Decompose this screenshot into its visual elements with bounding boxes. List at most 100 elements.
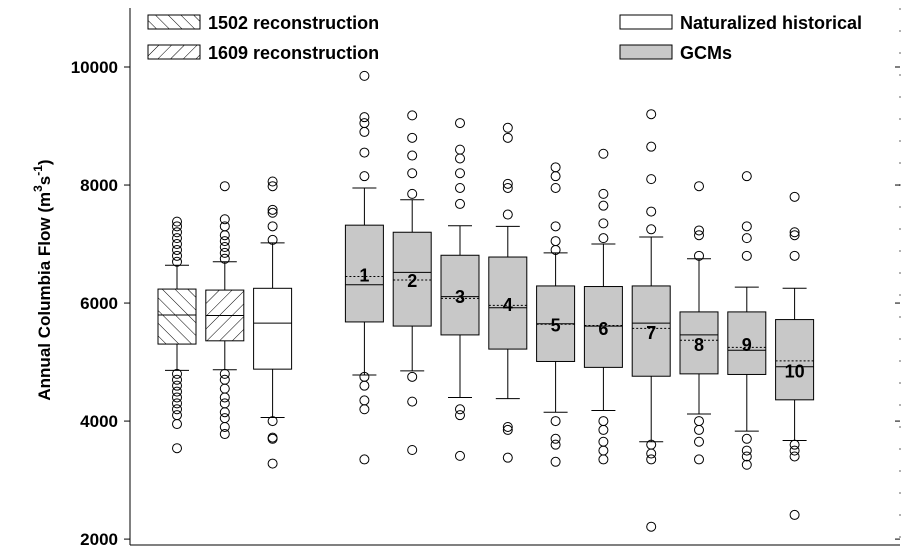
outlier — [550, 182, 561, 193]
outlier — [172, 227, 182, 238]
outlier — [267, 416, 278, 427]
box — [157, 288, 197, 345]
outlier — [455, 410, 465, 421]
legend-swatch — [619, 14, 673, 30]
outlier — [741, 433, 752, 444]
outlier — [407, 110, 418, 121]
outlier — [646, 174, 657, 185]
legend-swatch — [147, 44, 201, 60]
outlier — [646, 109, 657, 120]
legend-label: 1609 reconstruction — [208, 43, 379, 63]
outlier — [219, 247, 230, 258]
outlier — [172, 221, 182, 232]
outlier — [267, 181, 278, 192]
outlier — [359, 112, 370, 123]
outlier — [219, 214, 230, 225]
box — [727, 311, 767, 375]
box-label: 2 — [407, 271, 417, 291]
outlier — [172, 216, 182, 227]
outlier — [407, 132, 418, 143]
y-axis-label: Annual Columbia Flow (m3s-1) — [31, 159, 54, 400]
outlier — [550, 456, 561, 467]
outlier — [598, 416, 609, 427]
outlier — [219, 181, 230, 192]
outlier — [359, 118, 370, 129]
outlier — [267, 432, 278, 443]
outlier — [550, 433, 561, 444]
box — [392, 231, 432, 327]
outlier — [407, 396, 418, 407]
outlier — [455, 182, 465, 193]
legend-label: GCMs — [680, 43, 732, 63]
y-tick-label: 6000 — [80, 294, 118, 313]
legend-swatch — [619, 44, 673, 60]
outlier — [267, 204, 278, 215]
outlier — [359, 70, 370, 81]
y-tick-label: 2000 — [80, 530, 118, 549]
outlier — [550, 162, 561, 173]
outlier — [172, 386, 182, 397]
outlier — [455, 153, 465, 164]
outlier — [502, 452, 513, 463]
box-label: 4 — [503, 295, 513, 315]
outlier — [359, 147, 370, 158]
outlier — [741, 171, 752, 182]
outlier — [359, 171, 370, 182]
outlier — [741, 445, 752, 456]
y-label-text: ) — [35, 159, 54, 165]
box — [583, 286, 623, 368]
outlier — [789, 451, 800, 462]
outlier — [407, 444, 418, 455]
outlier — [407, 371, 418, 382]
outlier — [172, 398, 182, 409]
outlier — [172, 410, 182, 421]
outlier — [267, 234, 278, 245]
y-label-sup: 3 — [31, 185, 45, 192]
outlier — [172, 244, 182, 255]
outlier — [172, 368, 182, 379]
box — [775, 319, 815, 401]
outlier — [550, 236, 561, 247]
y-tick-label: 4000 — [80, 412, 118, 431]
outlier — [598, 218, 609, 229]
outlier — [359, 395, 370, 406]
outlier — [172, 374, 182, 385]
outlier — [359, 454, 370, 465]
legend-label: Naturalized historical — [680, 13, 862, 33]
outlier — [598, 233, 609, 244]
outlier — [694, 436, 704, 447]
outlier — [267, 221, 278, 232]
outlier — [550, 416, 561, 427]
outlier — [172, 239, 182, 250]
outlier — [694, 230, 704, 241]
outlier — [694, 181, 704, 192]
outlier — [741, 233, 752, 244]
outlier — [219, 230, 230, 241]
outlier — [172, 392, 182, 403]
box-label: 9 — [742, 335, 752, 355]
outlier — [219, 368, 230, 379]
outlier — [219, 374, 230, 385]
y-tick-label: 8000 — [80, 176, 118, 195]
y-label-text: Annual Columbia Flow (m — [35, 192, 54, 401]
outlier — [359, 404, 370, 415]
outlier — [455, 404, 465, 415]
outlier — [646, 141, 657, 152]
box-label: 3 — [455, 287, 465, 307]
box-label: 8 — [694, 335, 704, 355]
outlier — [646, 454, 657, 465]
outlier — [219, 413, 230, 424]
outlier — [789, 191, 800, 202]
outlier — [502, 209, 513, 220]
outlier — [219, 253, 230, 264]
box — [679, 311, 719, 375]
outlier — [455, 118, 465, 129]
outlier — [694, 250, 704, 261]
outlier — [267, 176, 278, 187]
outlier — [407, 168, 418, 179]
outlier — [598, 454, 609, 465]
outlier — [219, 407, 230, 418]
outlier — [359, 380, 370, 391]
box-label: 6 — [598, 319, 608, 339]
